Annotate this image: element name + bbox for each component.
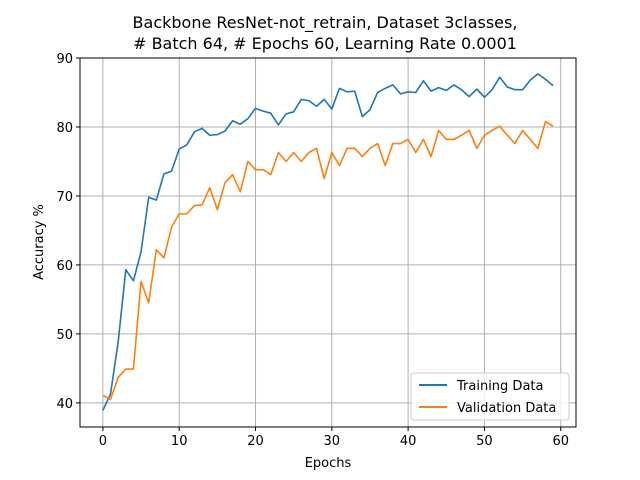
legend-label-validation: Validation Data [457, 401, 556, 416]
x-tick-label: 60 [552, 434, 569, 449]
x-tick-label: 40 [400, 434, 417, 449]
x-axis-label: Epochs [305, 456, 352, 471]
y-tick-label: 60 [56, 259, 73, 274]
y-tick-label: 40 [56, 397, 73, 412]
x-tick-label: 10 [171, 434, 188, 449]
x-tick-label: 50 [476, 434, 493, 449]
y-axis-label: Accuracy % [32, 204, 47, 280]
plot-frame [79, 57, 577, 428]
legend-label-training: Training Data [456, 379, 543, 394]
validation-data-line [102, 120, 554, 401]
y-tick-label: 70 [56, 190, 73, 205]
training-data-line [102, 73, 554, 411]
y-tick-label: 90 [56, 52, 73, 67]
y-tick-label: 50 [56, 328, 73, 343]
chart-title-line-2: # Batch 64, # Epochs 60, Learning Rate 0… [133, 34, 517, 53]
x-tick-label: 30 [324, 434, 341, 449]
chart-title-line-1: Backbone ResNet-not_retrain, Dataset 3cl… [133, 13, 518, 33]
x-tick-label: 20 [247, 434, 264, 449]
legend: Training Data Validation Data [410, 372, 570, 421]
x-tick-label: 0 [99, 434, 107, 449]
series-group [102, 73, 554, 411]
legend-box [410, 372, 570, 421]
grid [80, 57, 576, 427]
y-tick-label: 80 [56, 121, 73, 136]
ticks: 0 10 20 30 40 50 60 40 50 60 70 80 90 [56, 52, 569, 449]
